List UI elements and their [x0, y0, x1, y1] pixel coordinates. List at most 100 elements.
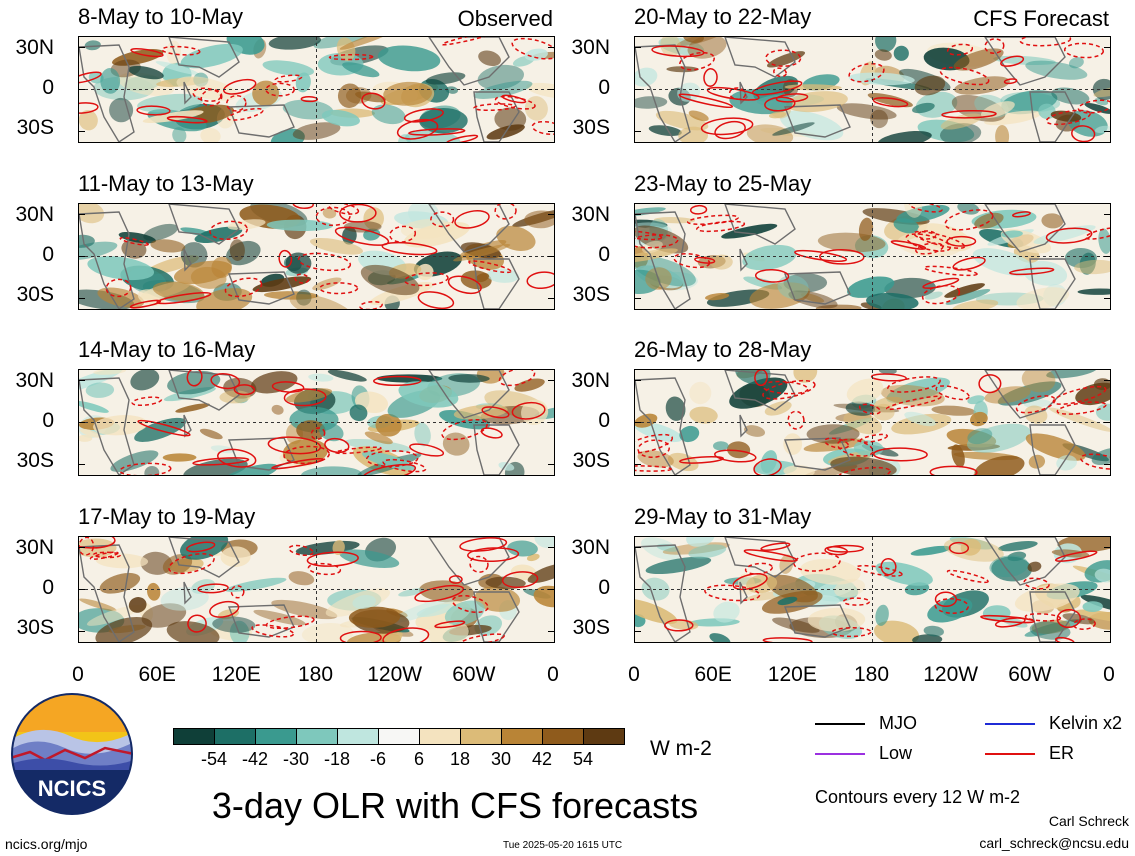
- continent-outline: [783, 271, 851, 305]
- er-contour: [1054, 550, 1098, 562]
- footer-timestamp: Tue 2025-05-20 1615 UTC: [503, 840, 623, 851]
- er-contour: [714, 449, 757, 463]
- er-contour: [984, 38, 1005, 54]
- footer-url: ncics.org/mjo: [5, 836, 88, 852]
- colorbar-tick: -30: [282, 749, 309, 769]
- er-contour: [753, 458, 782, 475]
- er-contour: [923, 265, 978, 277]
- olr-map-panel: [78, 536, 555, 643]
- er-contour: [382, 627, 430, 642]
- continent-outline: [168, 37, 240, 78]
- er-contour: [922, 277, 960, 289]
- er-contour: [848, 62, 885, 83]
- legend-label: Low: [879, 743, 913, 763]
- er-contour: [79, 71, 102, 84]
- er-contour: [1023, 577, 1050, 590]
- colorbar-tick: 6: [413, 749, 424, 769]
- er-contour: [696, 220, 746, 233]
- lat-label: 30S: [572, 616, 610, 639]
- er-contour: [430, 211, 455, 228]
- colorbar-tick: 30: [490, 749, 512, 769]
- er-contour: [328, 204, 360, 215]
- er-contour: [467, 547, 520, 563]
- continent-outline: [473, 591, 520, 642]
- lat-label: 0: [42, 576, 54, 599]
- er-contour: [403, 108, 444, 123]
- continent-outline: [724, 37, 796, 78]
- er-contour: [209, 220, 249, 240]
- er-contour: [501, 571, 539, 589]
- continent-outline: [79, 211, 135, 309]
- er-contour: [166, 116, 208, 124]
- panel-title: 20-May to 22-May: [634, 4, 812, 29]
- olr-map-panel: [634, 36, 1111, 143]
- legend-line: [985, 753, 1035, 755]
- continent-outline: [783, 437, 851, 471]
- er-contour: [819, 248, 865, 265]
- er-contour: [136, 105, 171, 116]
- lon-label: 120W: [367, 663, 423, 686]
- er-contour: [872, 97, 909, 108]
- er-contour: [946, 569, 989, 584]
- er-contour: [980, 614, 1035, 624]
- colorbar-swatch: [337, 728, 379, 745]
- er-contour: [752, 80, 803, 96]
- er-contour: [459, 537, 508, 552]
- er-contour: [292, 204, 314, 210]
- er-contour: [678, 455, 725, 464]
- er-contour: [137, 419, 191, 437]
- er-contour: [224, 277, 263, 298]
- er-contour: [396, 118, 439, 140]
- er-contour: [271, 381, 305, 393]
- lat-label: 30N: [15, 369, 54, 392]
- er-contour: [885, 395, 942, 411]
- er-contour: [934, 591, 958, 608]
- lat-label: 30N: [15, 536, 54, 559]
- lon-label: 0: [1103, 663, 1115, 686]
- er-contour: [161, 45, 201, 56]
- lat-label: 30S: [572, 116, 610, 139]
- continent-outline: [724, 370, 796, 411]
- er-contour: [831, 627, 872, 638]
- continent-outline: [428, 204, 510, 253]
- panel-tag: Observed: [457, 6, 553, 31]
- er-contour: [1045, 227, 1093, 244]
- er-contour: [334, 226, 390, 246]
- er-contour: [294, 273, 310, 284]
- er-contour: [743, 549, 798, 562]
- olr-map-panel: [78, 36, 555, 143]
- er-contour: [306, 551, 359, 567]
- er-contour: [678, 93, 734, 109]
- er-contour: [481, 406, 510, 419]
- er-contour: [855, 564, 903, 577]
- colorbar-tick: 54: [572, 749, 594, 769]
- colorbar-tick: -54: [200, 749, 227, 769]
- colorbar-swatch: [173, 728, 215, 745]
- er-contour: [300, 96, 319, 103]
- er-contour: [469, 555, 489, 573]
- er-contour: [794, 249, 848, 262]
- er-contour: [283, 445, 330, 465]
- legend-line: [815, 753, 865, 755]
- er-contour: [434, 620, 466, 629]
- colorbar-swatch: [255, 728, 297, 745]
- olr-map-panel: [634, 203, 1111, 310]
- er-contour: [1063, 42, 1105, 59]
- lon-label: 60E: [694, 663, 732, 686]
- er-contour: [187, 614, 207, 633]
- contour-note: Contours every 12 W m-2: [815, 787, 1021, 807]
- continent-outline: [1029, 591, 1076, 642]
- lat-label: 0: [598, 409, 610, 432]
- er-contour: [978, 374, 1002, 394]
- er-contour: [760, 542, 791, 551]
- colorbar-swatch: [214, 728, 256, 745]
- er-contour: [319, 282, 359, 295]
- er-contour: [994, 617, 1026, 628]
- lat-label: 30N: [15, 36, 54, 59]
- er-contour: [129, 299, 162, 309]
- er-contour: [651, 45, 705, 58]
- continent-outline: [984, 370, 1066, 419]
- panel-title: 26-May to 28-May: [634, 337, 812, 362]
- er-contour: [694, 256, 716, 264]
- er-contour: [511, 401, 546, 420]
